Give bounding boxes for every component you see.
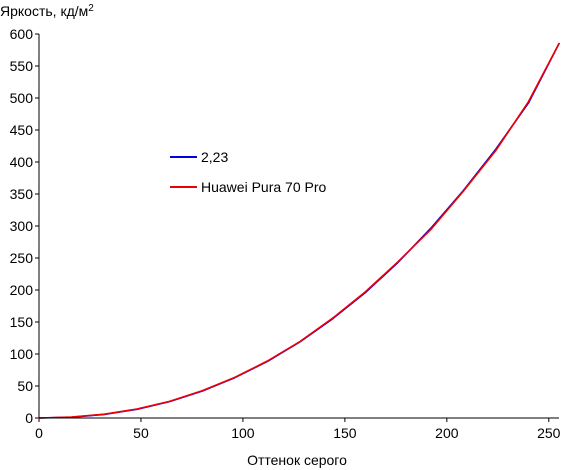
x-tick-label: 150 — [333, 425, 357, 441]
y-tick-label: 250 — [10, 250, 34, 266]
legend-label-1: 2,23 — [201, 149, 228, 165]
y-tick-label: 150 — [10, 314, 34, 330]
y-axis-title: Яркость, кд/м2 — [0, 3, 94, 20]
y-tick-label: 350 — [10, 186, 34, 202]
legend-label-2: Huawei Pura 70 Pro — [201, 179, 327, 195]
y-tick-label: 600 — [10, 26, 34, 42]
x-tick-label: 250 — [537, 425, 561, 441]
x-axis-title: Оттенок серого — [247, 452, 347, 468]
y-tick-label: 400 — [10, 154, 34, 170]
y-tick-label: 0 — [25, 410, 33, 426]
y-tick-label: 300 — [10, 218, 34, 234]
x-tick-label: 100 — [231, 425, 255, 441]
y-tick-label: 50 — [17, 378, 33, 394]
series-line-1 — [38, 42, 560, 419]
y-tick-label: 550 — [10, 58, 34, 74]
legend: 2,23 Huawei Pura 70 Pro — [170, 149, 327, 195]
series-layer — [38, 42, 560, 419]
ticks-layer: 0 50 100 150 200 250 300 350 400 450 500 550 600 0 50 1… — [10, 26, 561, 441]
x-tick-label: 200 — [435, 425, 459, 441]
x-tick-label: 50 — [133, 425, 149, 441]
y-tick-label: 500 — [10, 90, 34, 106]
y-tick-label: 450 — [10, 122, 34, 138]
y-tick-label: 200 — [10, 282, 34, 298]
y-tick-label: 100 — [10, 346, 34, 362]
series-line-2 — [38, 42, 560, 419]
x-tick-label: 0 — [35, 425, 43, 441]
